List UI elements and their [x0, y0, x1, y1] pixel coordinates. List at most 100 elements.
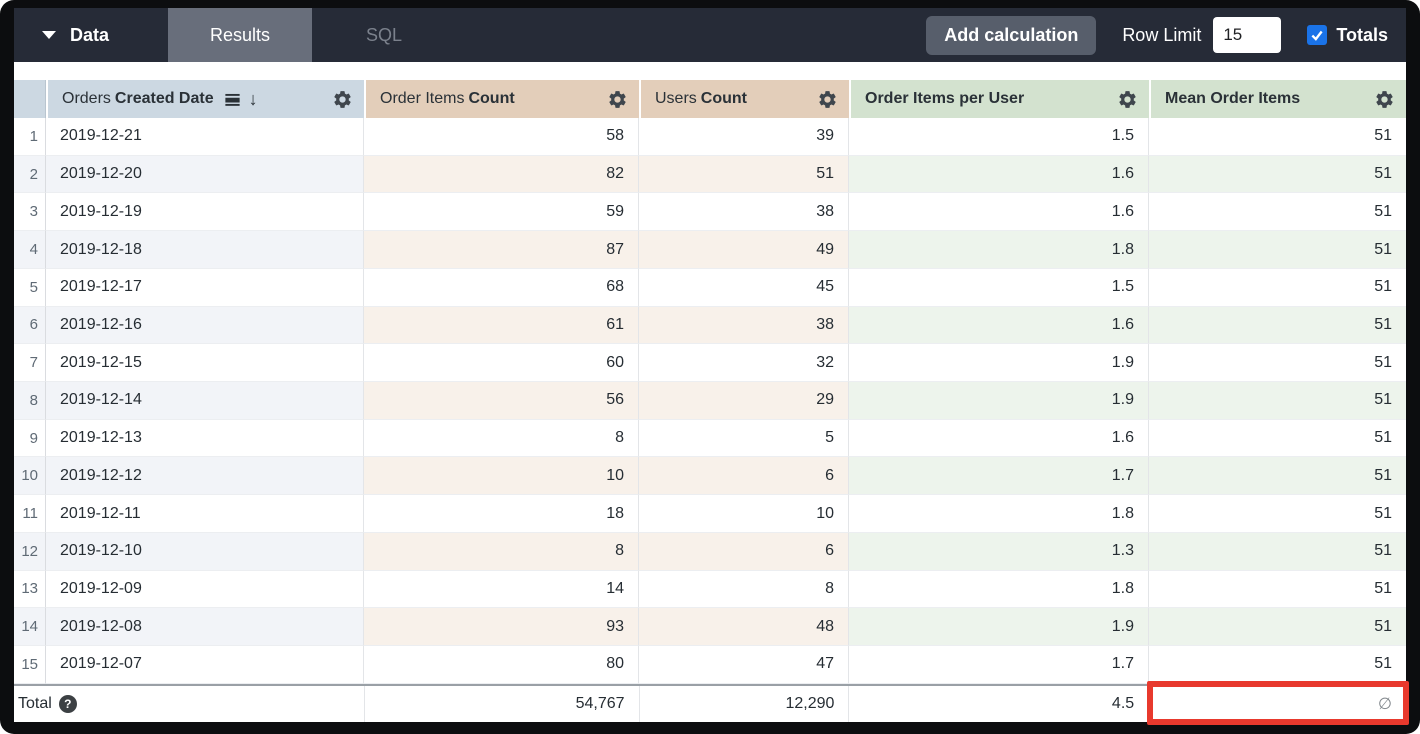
row-number: 6 [14, 306, 46, 345]
cell-order-items-count[interactable]: 60 [364, 344, 639, 383]
header-users-count[interactable]: Users Count [639, 80, 849, 118]
totals-toggle[interactable]: Totals [1307, 25, 1388, 46]
cell-order-items-count[interactable]: 14 [364, 570, 639, 609]
cell-order-items-per-user[interactable]: 1.7 [849, 457, 1149, 496]
data-section-toggle[interactable]: Data [14, 8, 168, 62]
cell-order-items-per-user[interactable]: 1.7 [849, 646, 1149, 684]
cell-order-items-per-user[interactable]: 1.9 [849, 382, 1149, 420]
cell-mean-order-items[interactable]: 51 [1149, 571, 1406, 609]
cell-users-count[interactable]: 49 [639, 231, 849, 269]
cell-order-items-per-user[interactable]: 1.6 [849, 155, 1149, 194]
cell-mean-order-items[interactable]: 51 [1149, 269, 1406, 307]
cell-orders-created-date[interactable]: 2019-12-08 [46, 608, 364, 647]
cell-orders-created-date[interactable]: 2019-12-15 [46, 344, 364, 383]
cell-order-items-count[interactable]: 68 [364, 268, 639, 307]
row-limit-input[interactable] [1213, 17, 1282, 53]
cell-users-count[interactable]: 8 [639, 570, 849, 609]
cell-order-items-count[interactable]: 18 [364, 495, 639, 533]
table-row: 4 2019-12-18 87 49 1.8 51 [14, 231, 1406, 269]
cell-mean-order-items[interactable]: 51 [1149, 231, 1406, 269]
cell-orders-created-date[interactable]: 2019-12-18 [46, 231, 364, 269]
cell-orders-created-date[interactable]: 2019-12-07 [46, 646, 364, 684]
cell-orders-created-date[interactable]: 2019-12-11 [46, 495, 364, 533]
gear-icon[interactable] [607, 89, 628, 110]
cell-order-items-per-user[interactable]: 1.9 [849, 344, 1149, 383]
cell-order-items-count[interactable]: 8 [364, 532, 639, 571]
cell-order-items-per-user[interactable]: 1.8 [849, 570, 1149, 609]
tab-results[interactable]: Results [168, 8, 312, 62]
cell-order-items-per-user[interactable]: 1.6 [849, 306, 1149, 345]
cell-order-items-per-user[interactable]: 1.8 [849, 495, 1149, 533]
cell-users-count[interactable]: 47 [639, 646, 849, 684]
cell-users-count[interactable]: 5 [639, 419, 849, 458]
cell-users-count[interactable]: 29 [639, 382, 849, 420]
cell-orders-created-date[interactable]: 2019-12-17 [46, 268, 364, 307]
header-field-name: Order Items per User [865, 90, 1025, 107]
cell-users-count[interactable]: 51 [639, 155, 849, 194]
cell-mean-order-items[interactable]: 51 [1149, 193, 1406, 232]
cell-orders-created-date[interactable]: 2019-12-20 [46, 155, 364, 194]
cell-order-items-per-user[interactable]: 1.6 [849, 193, 1149, 232]
cell-mean-order-items[interactable]: 51 [1149, 344, 1406, 383]
cell-order-items-per-user[interactable]: 1.5 [849, 118, 1149, 156]
cell-order-items-per-user[interactable]: 1.3 [849, 532, 1149, 571]
cell-orders-created-date[interactable]: 2019-12-19 [46, 193, 364, 232]
cell-mean-order-items[interactable]: 51 [1149, 155, 1406, 194]
cell-users-count[interactable]: 38 [639, 193, 849, 232]
cell-orders-created-date[interactable]: 2019-12-13 [46, 419, 364, 458]
header-order-items-per-user[interactable]: Order Items per User [849, 80, 1149, 118]
cell-order-items-per-user[interactable]: 1.5 [849, 268, 1149, 307]
cell-orders-created-date[interactable]: 2019-12-10 [46, 532, 364, 571]
cell-users-count[interactable]: 32 [639, 344, 849, 383]
cell-orders-created-date[interactable]: 2019-12-09 [46, 570, 364, 609]
toolbar-right: Add calculation Row Limit Totals [926, 8, 1406, 62]
header-order-items-count[interactable]: Order Items Count [364, 80, 639, 118]
cell-users-count[interactable]: 6 [639, 457, 849, 496]
cell-order-items-count[interactable]: 80 [364, 646, 639, 684]
cell-users-count[interactable]: 39 [639, 118, 849, 156]
cell-mean-order-items[interactable]: 51 [1149, 608, 1406, 647]
help-icon[interactable]: ? [58, 694, 77, 713]
cell-order-items-count[interactable]: 8 [364, 419, 639, 458]
cell-order-items-per-user[interactable]: 1.8 [849, 231, 1149, 269]
cell-orders-created-date[interactable]: 2019-12-21 [46, 118, 364, 156]
data-section-label: Data [70, 24, 110, 45]
cell-order-items-count[interactable]: 56 [364, 382, 639, 420]
cell-users-count[interactable]: 10 [639, 495, 849, 533]
gear-icon[interactable] [1374, 89, 1395, 110]
cell-users-count[interactable]: 6 [639, 532, 849, 571]
cell-order-items-count[interactable]: 59 [364, 193, 639, 232]
cell-mean-order-items[interactable]: 51 [1149, 646, 1406, 684]
gear-icon[interactable] [817, 89, 838, 110]
cell-order-items-per-user[interactable]: 1.9 [849, 608, 1149, 647]
add-calculation-button[interactable]: Add calculation [926, 15, 1097, 55]
cell-mean-order-items[interactable]: 51 [1149, 382, 1406, 420]
cell-orders-created-date[interactable]: 2019-12-14 [46, 382, 364, 420]
cell-order-items-count[interactable]: 93 [364, 608, 639, 647]
cell-users-count[interactable]: 38 [639, 306, 849, 345]
cell-mean-order-items[interactable]: 51 [1149, 532, 1406, 571]
row-number: 3 [14, 193, 46, 232]
header-mean-order-items[interactable]: Mean Order Items [1149, 80, 1406, 118]
tab-sql[interactable]: SQL [312, 8, 456, 62]
header-orders-created-date[interactable]: Orders Created Date ↓ [46, 80, 364, 118]
cell-order-items-per-user[interactable]: 1.6 [849, 419, 1149, 458]
cell-mean-order-items[interactable]: 51 [1149, 495, 1406, 533]
cell-mean-order-items[interactable]: 51 [1149, 118, 1406, 156]
cell-order-items-count[interactable]: 10 [364, 457, 639, 496]
gear-icon[interactable] [1117, 89, 1138, 110]
cell-orders-created-date[interactable]: 2019-12-12 [46, 457, 364, 496]
totals-checkbox-checked[interactable] [1307, 25, 1328, 45]
cell-users-count[interactable]: 48 [639, 608, 849, 647]
cell-order-items-count[interactable]: 61 [364, 306, 639, 345]
cell-order-items-count[interactable]: 87 [364, 231, 639, 269]
cell-users-count[interactable]: 45 [639, 268, 849, 307]
cell-mean-order-items[interactable]: 51 [1149, 306, 1406, 345]
cell-order-items-count[interactable]: 58 [364, 118, 639, 156]
cell-mean-order-items[interactable]: 51 [1149, 457, 1406, 496]
header-prefix: Orders [62, 90, 111, 107]
gear-icon[interactable] [332, 89, 353, 110]
cell-mean-order-items[interactable]: 51 [1149, 420, 1406, 458]
cell-orders-created-date[interactable]: 2019-12-16 [46, 306, 364, 345]
cell-order-items-count[interactable]: 82 [364, 155, 639, 194]
